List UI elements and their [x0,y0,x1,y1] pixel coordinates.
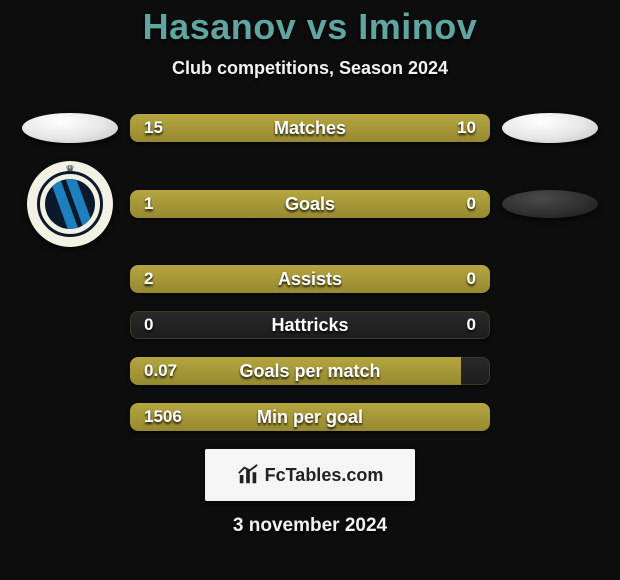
crown-icon: ♛ [65,163,75,176]
stat-bar: 1 Goals 0 [130,190,490,218]
watermark-text: FcTables.com [265,465,384,486]
bar-fill-left [130,403,490,431]
bar-fill-right [418,265,490,293]
bar-fill-left [130,265,418,293]
right-player-slot [500,113,600,143]
right-player-slot [500,190,600,218]
stat-value-left: 0 [144,311,153,339]
player-oval-right-dark [502,190,598,218]
stat-value-right: 0 [467,311,476,339]
stat-row: 0 Hattricks 0 [0,311,620,339]
stat-bar: 0 Hattricks 0 [130,311,490,339]
stat-row: 15 Matches 10 [0,113,620,143]
bar-fill-right [339,114,490,142]
subtitle: Club competitions, Season 2024 [0,58,620,79]
stat-row: 2 Assists 0 [0,265,620,293]
stat-bar: 15 Matches 10 [130,114,490,142]
stat-row: ♛ 1 Goals 0 [0,161,620,247]
bar-fill-right [418,190,490,218]
stat-row: 0.07 Goals per match [0,357,620,385]
bar-fill-left [130,114,339,142]
stat-bar: 1506 Min per goal [130,403,490,431]
date: 3 november 2024 [0,515,620,537]
player-oval-left [22,113,118,143]
bar-fill-left [130,357,461,385]
page-title: Hasanov vs Iminov [0,6,620,48]
left-player-slot: ♛ [20,161,120,247]
stat-bar: 2 Assists 0 [130,265,490,293]
club-badge-icon: ♛ [27,161,113,247]
player-oval-right [502,113,598,143]
watermark: FcTables.com [205,449,415,501]
stat-row: 1506 Min per goal [0,403,620,431]
chart-icon [237,464,259,486]
bar-fill-left [130,190,418,218]
stat-bar: 0.07 Goals per match [130,357,490,385]
comparison-card: Hasanov vs Iminov Club competitions, Sea… [0,0,620,537]
stat-label: Hattricks [130,311,490,339]
left-player-slot [20,113,120,143]
